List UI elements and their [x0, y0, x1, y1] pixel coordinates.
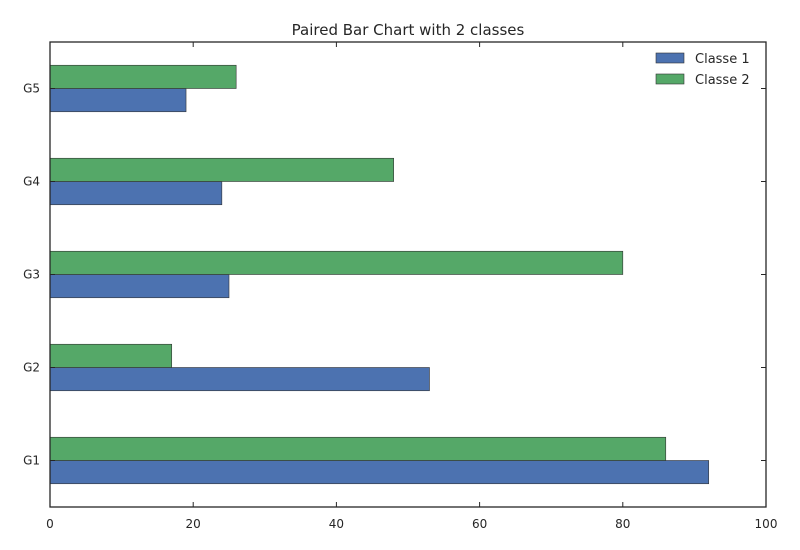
x-tick-label: 60 — [472, 517, 487, 531]
legend-label-series-2: Classe 2 — [695, 73, 750, 88]
x-tick-label: 0 — [46, 517, 54, 531]
bar-g4-series-2 — [49, 157, 394, 182]
legend-swatch-series-1 — [655, 52, 685, 64]
bars-layer — [49, 64, 710, 485]
x-tick-label: 40 — [329, 517, 344, 531]
bar-g4-series-1 — [49, 181, 223, 206]
bar-g5-series-1 — [49, 88, 187, 113]
y-tick-label: G2 — [23, 361, 40, 375]
x-tick-label: 100 — [755, 517, 778, 531]
bar-g5-series-2 — [49, 64, 237, 89]
axis-layer: 0 20 40 60 80 100 G1 G2 G3 G4 G5 — [23, 42, 777, 531]
bar-g2-series-2 — [49, 343, 173, 368]
x-tick-label: 80 — [615, 517, 630, 531]
chart-title: Paired Bar Chart with 2 classes — [292, 21, 525, 39]
bar-g1-series-1 — [49, 460, 710, 485]
bar-g3-series-2 — [49, 250, 624, 275]
bar-g2-series-1 — [49, 367, 430, 392]
y-tick-label: G4 — [23, 175, 40, 189]
x-tick-label: 20 — [186, 517, 201, 531]
y-tick-label: G5 — [23, 82, 40, 96]
legend-label-series-1: Classe 1 — [695, 52, 750, 67]
y-tick-label: G1 — [23, 454, 40, 468]
y-tick-label: G3 — [23, 268, 40, 282]
bar-g1-series-2 — [49, 436, 667, 461]
legend: Classe 1 Classe 2 — [655, 52, 750, 88]
legend-swatch-series-2 — [655, 73, 685, 85]
bar-g3-series-1 — [49, 274, 230, 299]
